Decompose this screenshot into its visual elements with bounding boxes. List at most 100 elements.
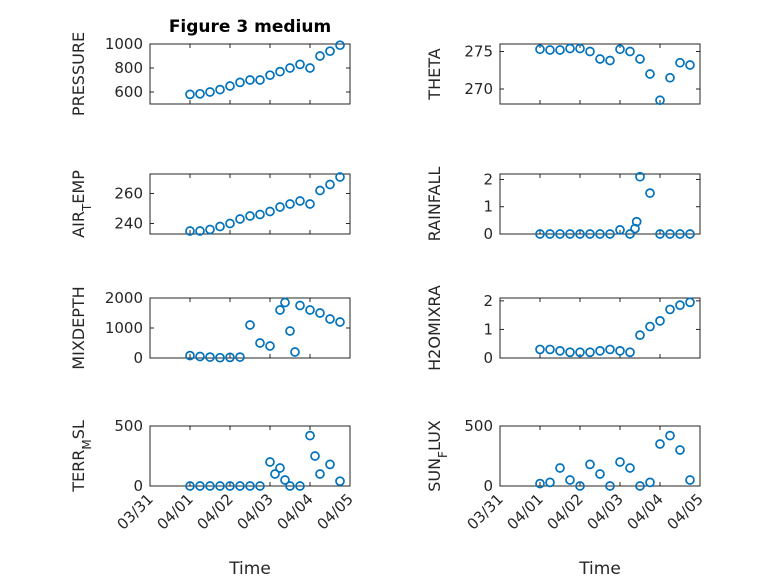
data-point [675, 300, 685, 310]
y-axis-label: AIRTEMP [69, 170, 94, 238]
data-point [575, 43, 585, 54]
y-tick-label: 2 [483, 170, 493, 188]
x-tick-label: 04/01 [504, 490, 547, 533]
data-point [630, 223, 640, 234]
data-point [235, 352, 245, 362]
data-point [185, 481, 195, 491]
data-point [315, 51, 325, 61]
data-point [585, 46, 595, 57]
subplot-air-temp: 240 260 AIRTEMP [69, 170, 351, 238]
data-point [555, 463, 565, 473]
data-point [225, 81, 235, 91]
x-axis-label: Time [228, 559, 271, 579]
data-point [565, 43, 575, 54]
axes-frame [149, 173, 351, 235]
data-point [205, 352, 215, 362]
subplot-h2omixra: 0 1 2 H2OMIXRA [425, 285, 701, 371]
data-point [555, 45, 565, 55]
data-point [535, 44, 545, 55]
x-tick-label: 04/03 [584, 490, 627, 533]
data-point [305, 199, 315, 209]
data-point [565, 229, 575, 239]
axes-frame [499, 297, 701, 359]
data-point [285, 481, 295, 491]
data-point [225, 218, 235, 229]
data-point [625, 463, 635, 473]
axes-frame [149, 425, 351, 487]
data-point [255, 481, 265, 491]
data-point [295, 196, 305, 206]
figure-title: Figure 3 medium [169, 17, 331, 37]
data-point [265, 70, 275, 81]
data-point [275, 463, 285, 473]
y-tick-label: 500 [114, 417, 143, 435]
data-point [685, 229, 695, 239]
data-point [305, 305, 315, 315]
x-tick-label: 04/01 [154, 490, 197, 533]
data-point [655, 316, 665, 326]
data-point [195, 88, 205, 99]
y-tick-label: 1 [483, 198, 493, 216]
data-point [290, 347, 300, 357]
data-point [245, 75, 255, 85]
y-tick-label: 0 [133, 349, 143, 367]
y-tick-label: 2000 [105, 289, 143, 307]
data-point [295, 59, 305, 70]
data-point [655, 95, 665, 106]
data-point [685, 297, 695, 308]
data-point [545, 344, 555, 355]
x-tick-label: 04/04 [624, 490, 667, 533]
data-point [665, 229, 675, 239]
data-point [215, 352, 225, 363]
data-point [215, 84, 225, 95]
data-point [335, 172, 345, 182]
data-point [185, 350, 195, 361]
data-point [275, 305, 285, 315]
data-point [195, 351, 205, 362]
data-point [635, 330, 645, 340]
data-point [285, 63, 295, 73]
data-point [565, 475, 575, 485]
data-point [275, 202, 285, 212]
data-point [215, 481, 225, 491]
data-point [245, 481, 255, 491]
x-tick-label: 04/05 [314, 490, 357, 533]
data-point [585, 229, 595, 239]
data-point [625, 229, 635, 239]
x-tick-label: 04/04 [274, 490, 317, 533]
data-point [585, 347, 595, 358]
data-point [325, 314, 335, 324]
y-axis-label: H2OMIXRA [425, 285, 444, 371]
axes-frame [149, 43, 351, 105]
axes-frame [499, 425, 701, 487]
data-point [545, 229, 555, 239]
data-point [255, 338, 265, 348]
y-axis-label: THETA [425, 48, 444, 100]
data-point [645, 477, 655, 488]
subplot-theta: 270 275 THETA [425, 43, 701, 106]
data-point [625, 46, 635, 57]
data-point [555, 346, 565, 356]
data-point [275, 66, 285, 77]
data-point [645, 69, 655, 79]
y-tick-label: 270 [464, 80, 493, 98]
data-point [205, 481, 215, 491]
data-point [285, 199, 295, 209]
x-axis-label: Time [578, 559, 621, 579]
data-point [675, 229, 685, 239]
data-point [595, 54, 605, 64]
data-point [605, 55, 615, 66]
axes-frame [149, 297, 351, 359]
data-point [285, 326, 295, 336]
data-point [635, 171, 645, 182]
data-point [205, 224, 215, 235]
data-point [625, 347, 635, 358]
data-point [555, 229, 565, 239]
data-point [310, 451, 320, 461]
data-point [595, 346, 605, 356]
y-tick-label: 260 [114, 185, 143, 203]
data-point [615, 457, 625, 467]
y-tick-label: 1000 [105, 35, 143, 53]
